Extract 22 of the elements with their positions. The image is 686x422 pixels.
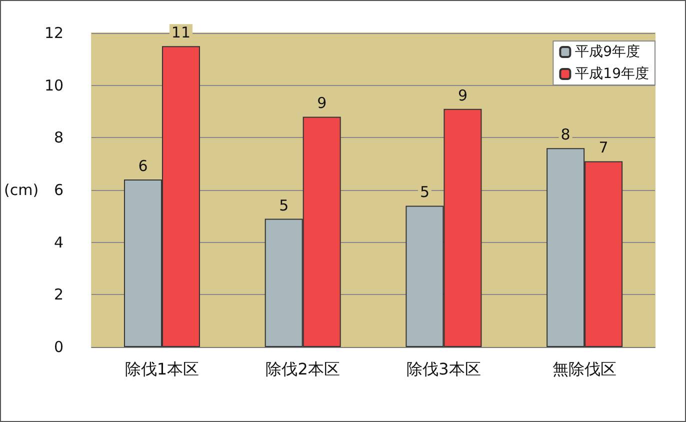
legend-label: 平成9年度 (575, 44, 640, 60)
data-label: 5 (279, 196, 289, 214)
x-tick-label: 無除伐区 (552, 360, 617, 378)
y-tick-label: 4 (54, 233, 64, 252)
data-label: 11 (171, 24, 191, 42)
y-tick-label: 0 (54, 338, 64, 356)
x-tick-label: 除伐3本区 (406, 360, 481, 378)
x-tick-label: 除伐2本区 (266, 360, 340, 378)
legend-label: 平成19年度 (575, 66, 650, 82)
y-axis-title: (cm) (4, 181, 39, 199)
y-tick-label: 2 (54, 286, 64, 304)
y-tick-label: 12 (44, 24, 64, 42)
y-tick-label: 8 (54, 128, 64, 147)
x-tick-label: 除伐1本区 (124, 360, 200, 378)
data-label: 7 (598, 138, 608, 157)
data-label: 5 (420, 183, 430, 202)
data-label: 8 (560, 126, 570, 144)
y-tick-label: 6 (54, 181, 64, 199)
data-label: 9 (458, 86, 468, 104)
data-label: 9 (317, 94, 327, 112)
y-tick-label: 10 (44, 76, 64, 94)
data-label: 6 (138, 157, 148, 176)
